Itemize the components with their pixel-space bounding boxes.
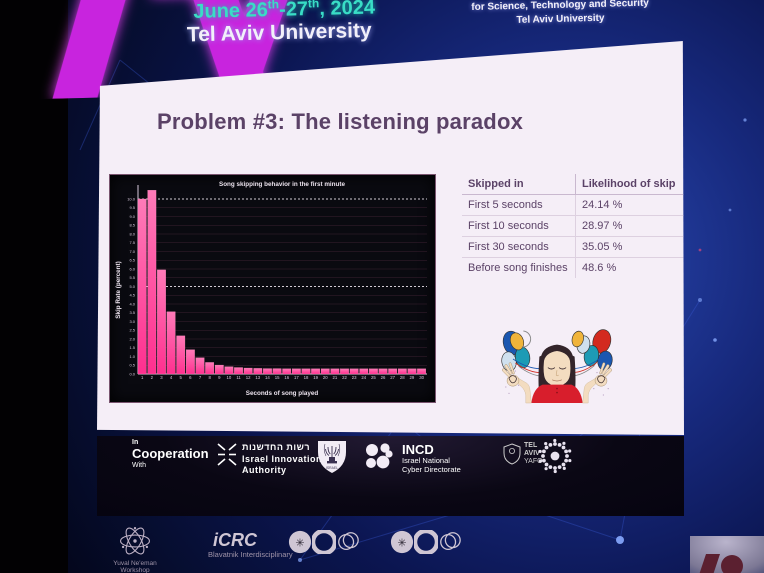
svg-text:10.0: 10.0 <box>127 196 136 201</box>
svg-text:24: 24 <box>361 375 366 380</box>
svg-text:16: 16 <box>284 375 289 380</box>
svg-text:9.0: 9.0 <box>129 214 135 219</box>
svg-text:6.0: 6.0 <box>129 266 135 271</box>
svg-text:8.5: 8.5 <box>129 223 135 228</box>
svg-text:✳: ✳ <box>397 538 406 550</box>
svg-text:3.5: 3.5 <box>129 310 135 315</box>
svg-text:23: 23 <box>352 375 357 380</box>
svg-text:21: 21 <box>332 375 337 380</box>
svg-text:3: 3 <box>160 375 163 380</box>
svg-text:14: 14 <box>265 375 270 380</box>
svg-text:4.5: 4.5 <box>129 293 135 298</box>
svg-text:7.0: 7.0 <box>129 249 135 254</box>
svg-text:Skip Rate (percent): Skip Rate (percent) <box>115 261 122 318</box>
svg-text:2: 2 <box>151 375 154 380</box>
svg-text:20: 20 <box>323 375 328 380</box>
svg-text:30: 30 <box>419 375 424 380</box>
svg-text:18: 18 <box>304 375 309 380</box>
svg-text:Song skipping behavior in the: Song skipping behavior in the first minu… <box>219 181 345 188</box>
svg-text:9.5: 9.5 <box>129 205 135 210</box>
svg-text:ISRAEL: ISRAEL <box>326 466 338 470</box>
svg-text:3.0: 3.0 <box>129 319 135 324</box>
svg-text:0.5: 0.5 <box>129 363 135 368</box>
svg-text:8: 8 <box>208 375 211 380</box>
svg-text:5.5: 5.5 <box>129 275 135 280</box>
svg-text:15: 15 <box>275 375 280 380</box>
svg-text:12: 12 <box>246 375 251 380</box>
svg-text:17: 17 <box>294 375 299 380</box>
svg-text:27: 27 <box>390 375 395 380</box>
svg-text:19: 19 <box>313 375 318 380</box>
svg-text:11: 11 <box>236 375 241 380</box>
svg-text:13: 13 <box>255 375 260 380</box>
svg-text:4.0: 4.0 <box>129 301 135 306</box>
svg-text:25: 25 <box>371 375 376 380</box>
svg-text:9: 9 <box>218 375 221 380</box>
svg-text:8.0: 8.0 <box>129 231 135 236</box>
svg-text:6: 6 <box>189 375 192 380</box>
svg-text:22: 22 <box>342 375 347 380</box>
svg-text:6.5: 6.5 <box>129 258 135 263</box>
svg-text:26: 26 <box>381 375 386 380</box>
svg-text:Seconds of song played: Seconds of song played <box>246 390 319 397</box>
svg-text:7: 7 <box>199 375 202 380</box>
svg-text:28: 28 <box>400 375 405 380</box>
svg-text:1.5: 1.5 <box>129 345 135 350</box>
svg-text:5: 5 <box>180 375 183 380</box>
svg-text:10: 10 <box>227 375 232 380</box>
svg-text:7.5: 7.5 <box>129 240 135 245</box>
svg-text:4: 4 <box>170 375 173 380</box>
svg-text:0.0: 0.0 <box>129 371 135 376</box>
svg-text:5.0: 5.0 <box>129 284 135 289</box>
svg-text:1.0: 1.0 <box>129 354 135 359</box>
svg-text:2.0: 2.0 <box>129 336 135 341</box>
svg-text:29: 29 <box>410 375 415 380</box>
svg-text:1: 1 <box>141 375 144 380</box>
svg-text:✳: ✳ <box>295 538 304 550</box>
svg-text:2.5: 2.5 <box>129 328 135 333</box>
